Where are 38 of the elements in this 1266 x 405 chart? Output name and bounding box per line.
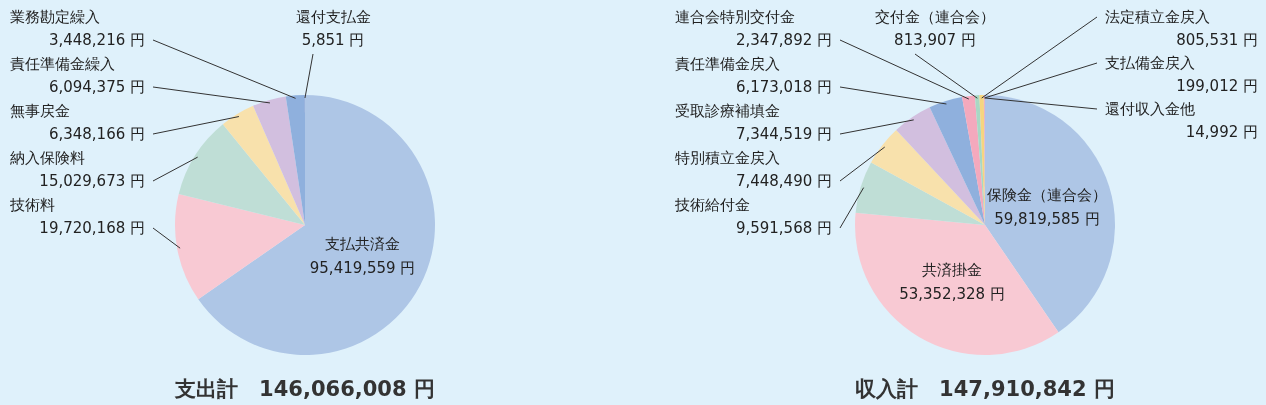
data-label: 7,344,519 円 xyxy=(735,125,832,143)
slice-label: 受取診療補填金 xyxy=(675,102,780,120)
data-label: 3,448,216 円 xyxy=(48,31,145,49)
data-label: 6,094,375 円 xyxy=(48,78,145,96)
data-label: 6,348,166 円 xyxy=(48,125,145,143)
slice-label: 還付収入金他 xyxy=(1105,100,1195,118)
slice-label: 保険金（連合会） xyxy=(987,185,1108,204)
slice-label: 還付支払金 xyxy=(295,8,371,26)
slice-label: 交付金（連合会） xyxy=(875,8,995,26)
slice-label: 支払備金戻入 xyxy=(1105,54,1195,72)
slice-label: 技術料 xyxy=(9,196,55,214)
slice-label: 共済掛金 xyxy=(921,260,982,279)
data-label: 199,012 円 xyxy=(1176,77,1258,95)
data-label: 15,029,673 円 xyxy=(39,172,145,190)
slice-label: 納入保険料 xyxy=(10,149,85,167)
data-label: 9,591,568 円 xyxy=(735,219,832,237)
data-label: 805,531 円 xyxy=(1176,31,1258,49)
slice-label: 技術給付金 xyxy=(674,196,750,214)
data-label: 813,907 円 xyxy=(894,31,976,49)
slice-label: 業務勘定繰入 xyxy=(10,8,100,26)
slice-label: 連合会特別交付金 xyxy=(675,8,795,26)
slice-label: 法定積立金戻入 xyxy=(1105,8,1210,26)
data-label: 53,352,328 円 xyxy=(899,284,1005,303)
slice-label: 支払共済金 xyxy=(325,235,401,254)
slice-label: 責任準備金戻入 xyxy=(675,55,780,73)
data-label: 59,819,585 円 xyxy=(994,209,1100,228)
data-label: 2,347,892 円 xyxy=(735,31,832,49)
data-label: 7,448,490 円 xyxy=(735,172,832,190)
data-label: 14,992 円 xyxy=(1185,123,1258,141)
data-label: 19,720,168 円 xyxy=(39,219,145,237)
text: 収入計 147,910,842 円 xyxy=(855,377,1115,401)
slice-label: 無事戻金 xyxy=(10,102,70,120)
text: 支出計 146,066,008 円 xyxy=(174,377,435,401)
slice-label: 特別積立金戻入 xyxy=(675,149,780,167)
data-label: 6,173,018 円 xyxy=(735,78,832,96)
data-label: 5,851 円 xyxy=(301,31,365,49)
data-label: 95,419,559 円 xyxy=(309,259,416,278)
slice-label: 責任準備金繰入 xyxy=(10,55,115,73)
